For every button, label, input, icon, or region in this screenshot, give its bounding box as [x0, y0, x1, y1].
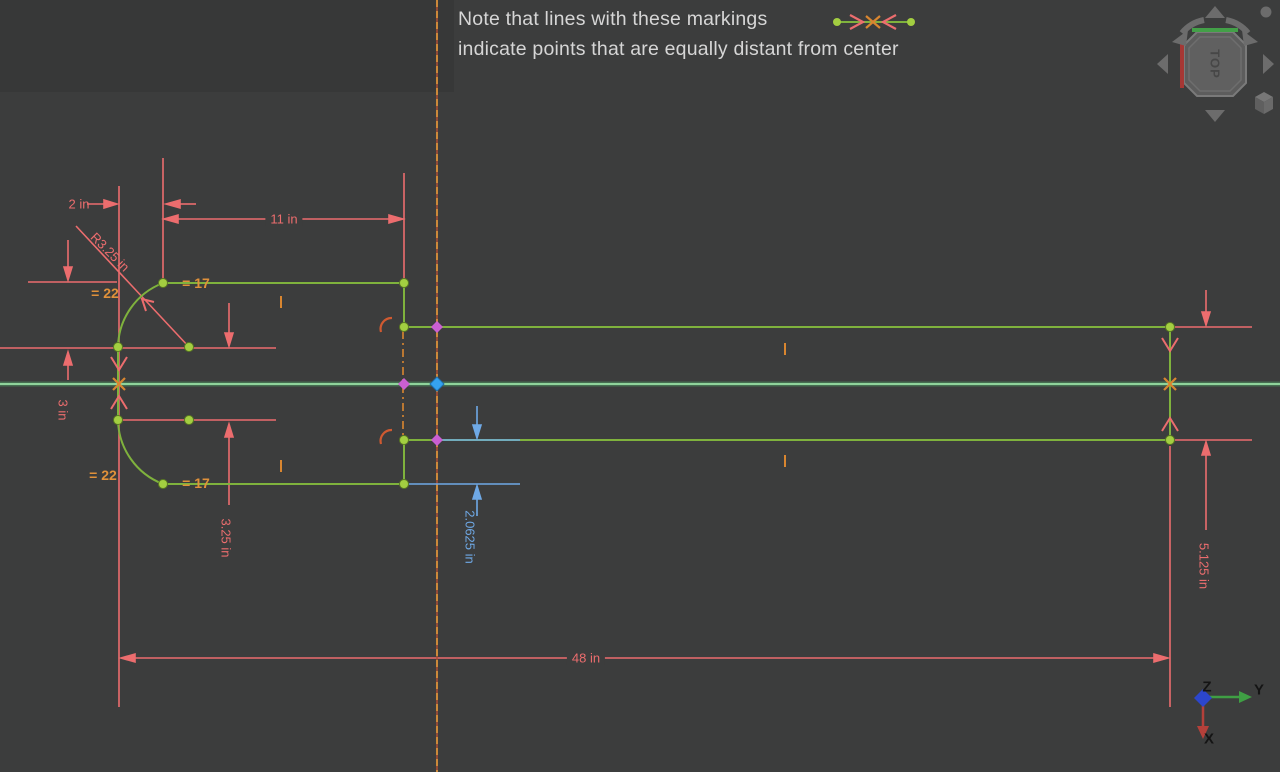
axis-triad	[1194, 689, 1252, 739]
constraint-equal-17-top[interactable]: = 17	[182, 275, 210, 291]
note-line-1: Note that lines with these markings	[458, 8, 768, 30]
dimension-11in-label[interactable]: 11 in	[265, 211, 303, 227]
sketch-vertices[interactable]	[113, 278, 1175, 489]
dimension-20625in-label[interactable]: 2.0625 in	[462, 510, 478, 564]
y-axis-label: Y	[1253, 681, 1265, 699]
dimension-5125in-label[interactable]: 5.125 in	[1196, 542, 1212, 590]
midpoint-vertices[interactable]	[398, 321, 443, 446]
midline-cross-icons	[112, 377, 1177, 391]
z-axis-label: Z	[1202, 678, 1212, 696]
legend-equal-distance-marker-icon	[833, 14, 915, 30]
view-cube[interactable]	[1157, 6, 1274, 122]
selected-dimension-lines[interactable]	[404, 406, 520, 516]
x-axis-label: X	[1203, 730, 1215, 748]
origin-point[interactable]	[429, 376, 445, 392]
rotate-right-arrow[interactable]	[1263, 54, 1274, 74]
roll-ccw-arrow[interactable]	[1172, 17, 1205, 46]
rotate-down-arrow[interactable]	[1205, 110, 1225, 122]
equal-distance-markers	[110, 337, 1179, 432]
roll-cw-arrow[interactable]	[1225, 17, 1258, 46]
rotate-left-arrow[interactable]	[1157, 54, 1168, 74]
tangent-constraint-icons[interactable]	[379, 316, 393, 445]
panel-shadow	[0, 0, 454, 92]
dimension-2in-label[interactable]: 2 in	[68, 196, 90, 212]
dimension-325in-label[interactable]: 3.25 in	[218, 518, 234, 558]
home-view-button[interactable]	[1260, 6, 1272, 18]
dimension-3in-label[interactable]: 3 in	[55, 399, 71, 421]
dimension-48in-label[interactable]: 48 in	[566, 650, 606, 666]
note-line-2: indicate points that are equally distant…	[458, 38, 899, 60]
constraint-equal-17-bottom[interactable]: = 17	[182, 475, 210, 491]
z-axis-point	[1194, 689, 1212, 707]
isometric-view-button[interactable]	[1255, 92, 1273, 114]
dimension-lines[interactable]	[0, 158, 1252, 707]
constraint-equal-22-top[interactable]: = 22	[91, 285, 119, 301]
rotate-up-arrow[interactable]	[1205, 6, 1225, 18]
constraint-equal-22-bottom[interactable]: = 22	[89, 467, 117, 483]
view-cube-top-label[interactable]: TOP	[1207, 49, 1223, 79]
constraint-tick-icons[interactable]	[280, 296, 786, 472]
